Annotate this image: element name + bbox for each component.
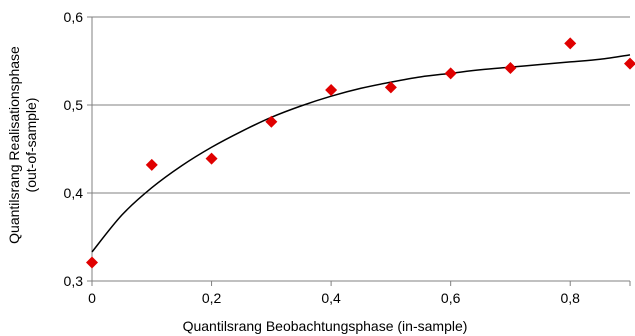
data-point-diamond — [325, 84, 338, 97]
data-point-diamond — [86, 256, 98, 269]
data-point-diamond — [444, 67, 457, 80]
trend-line — [91, 54, 631, 253]
x-tick-label: 0,4 — [321, 290, 341, 306]
y-tick-label: 0,3 — [64, 273, 84, 289]
data-point-diamond — [384, 81, 397, 94]
y-tick-label: 0,6 — [64, 9, 84, 25]
data-point-diamond — [145, 158, 158, 171]
data-point-diamond — [265, 115, 278, 128]
data-point-diamond — [205, 152, 218, 165]
y-axis-title-line-2: (out-of-sample) — [23, 98, 39, 193]
y-ticks: 0,3 0,4 0,5 0,6 — [64, 9, 92, 289]
y-tick-label: 0,4 — [64, 185, 84, 201]
data-point-diamond — [564, 37, 577, 50]
x-ticks: 0 0,2 0,4 0,6 0,8 — [88, 281, 631, 306]
data-point-diamond — [624, 57, 635, 70]
gridlines — [92, 16, 630, 194]
x-tick-label: 0 — [88, 290, 96, 306]
x-tick-label: 0,8 — [560, 290, 580, 306]
x-tick-label: 0,6 — [441, 290, 461, 306]
y-axis-title-line-1: Quantilsrang Realisationsphase — [6, 46, 22, 244]
data-points — [86, 37, 635, 269]
x-axis-title: Quantilsrang Beobachtungsphase (in-sampl… — [183, 318, 468, 334]
x-tick-label: 0,2 — [202, 290, 222, 306]
y-tick-label: 0,5 — [64, 97, 84, 113]
data-point-diamond — [504, 62, 517, 75]
